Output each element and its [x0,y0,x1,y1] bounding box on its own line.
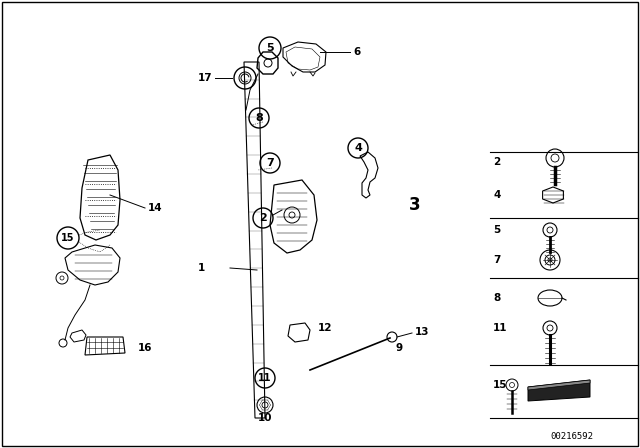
Polygon shape [528,380,590,401]
Text: 6: 6 [353,47,360,57]
Text: 5: 5 [266,43,274,53]
Text: 2: 2 [493,157,500,167]
Text: 7: 7 [493,255,500,265]
Polygon shape [528,380,590,390]
Text: 4: 4 [493,190,500,200]
Text: 11: 11 [493,323,508,333]
Text: 9: 9 [395,343,402,353]
Text: 4: 4 [354,143,362,153]
Text: 8: 8 [493,293,500,303]
Text: 2: 2 [259,213,267,223]
Text: 1: 1 [198,263,205,273]
Text: 00216592: 00216592 [550,431,593,440]
Text: 15: 15 [493,380,508,390]
Text: 16: 16 [138,343,152,353]
Text: 14: 14 [148,203,163,213]
Text: 12: 12 [318,323,333,333]
Text: 13: 13 [415,327,429,337]
Text: 3: 3 [409,196,421,214]
Text: 15: 15 [61,233,75,243]
Text: 17: 17 [197,73,212,83]
Text: 7: 7 [266,158,274,168]
Text: 5: 5 [493,225,500,235]
Text: 10: 10 [258,413,272,423]
Text: 11: 11 [259,373,272,383]
Text: 8: 8 [255,113,263,123]
